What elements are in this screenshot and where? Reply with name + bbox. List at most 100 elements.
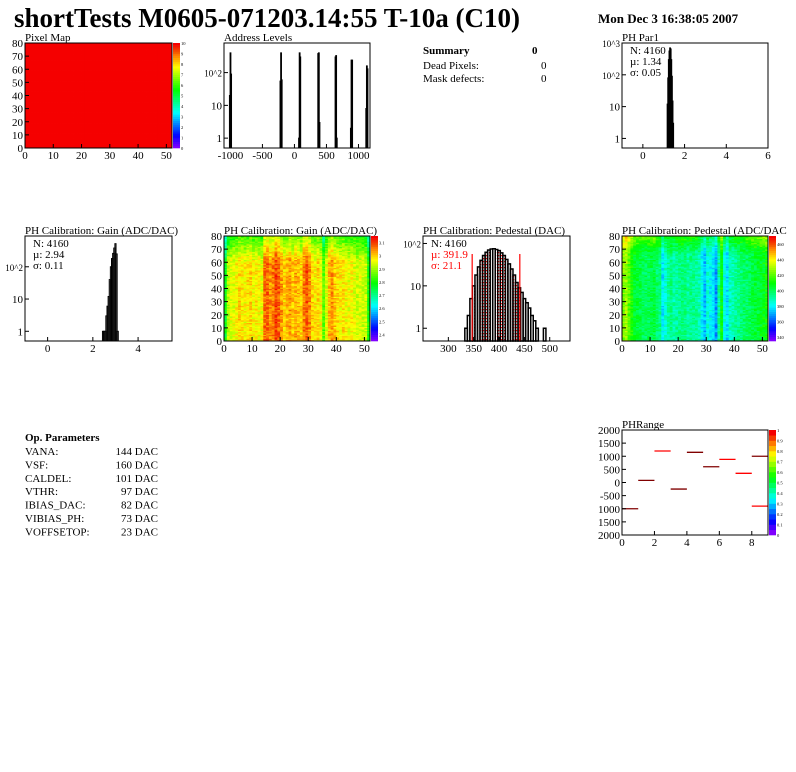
heatmap-cell: [101, 108, 105, 111]
heatmap-cell: [84, 86, 88, 89]
heatmap-cell: [70, 103, 74, 106]
heatmap-cell: [112, 85, 116, 87]
heatmap-cell: [33, 49, 37, 52]
heatmap-cell: [25, 138, 29, 141]
heatmap-cell: [25, 145, 29, 148]
heatmap-cell: [70, 136, 74, 138]
heatmap-cell: [61, 66, 65, 69]
heatmap-cell: [47, 141, 51, 144]
heatmap-cell: [115, 57, 119, 60]
heatmap-cell: [41, 52, 46, 54]
heatmap-cell: [87, 52, 91, 54]
heatmap-cell: [98, 64, 102, 66]
heatmap-cell: [109, 75, 114, 78]
heatmap-cell: [58, 144, 63, 146]
heatmap-cell: [53, 123, 57, 125]
heatmap-cell: [73, 62, 77, 65]
heatmap-cell: [118, 46, 122, 49]
heatmap-cell: [90, 112, 94, 115]
heatmap-cell: [78, 82, 82, 85]
heatmap-cell: [61, 49, 65, 52]
heatmap-cell: [112, 82, 116, 85]
heatmap-cell: [118, 90, 122, 92]
heatmap-cell: [58, 130, 63, 133]
heatmap-cell: [75, 74, 80, 77]
heatmap-cell: [27, 91, 32, 94]
heatmap-cell: [75, 44, 80, 47]
heatmap-cell: [92, 90, 97, 92]
heatmap-cell: [90, 137, 94, 140]
heatmap-cell: [87, 137, 91, 140]
heatmap-cell: [81, 104, 85, 107]
heatmap-cell: [87, 106, 91, 108]
heatmap-cell: [112, 43, 116, 45]
heatmap-cell: [50, 96, 54, 99]
heatmap-cell: [98, 57, 102, 60]
heatmap-cell: [104, 90, 108, 92]
heatmap-cell: [115, 54, 119, 57]
heatmap-cell: [106, 98, 111, 100]
colorbar-tick-label: 2: [181, 125, 183, 130]
heatmap-cell: [53, 70, 57, 73]
heatmap-cell: [90, 57, 94, 60]
heatmap-cell: [44, 130, 49, 133]
heatmap-cell: [90, 106, 94, 108]
heatmap-cell: [39, 46, 43, 49]
heatmap-cell: [78, 120, 82, 123]
heatmap-cell: [112, 87, 116, 90]
heatmap-cell: [44, 85, 49, 87]
heatmap-cell: [106, 136, 111, 138]
heatmap-cell: [109, 116, 114, 119]
heatmap-cell: [121, 133, 125, 136]
heatmap-cell: [67, 58, 71, 61]
heatmap-cell: [115, 81, 119, 83]
heatmap-cell: [33, 129, 37, 132]
heatmap-cell: [115, 115, 119, 117]
colorbar-cell: [173, 64, 180, 67]
y-tick-label: 10: [12, 130, 24, 142]
heatmap-cell: [39, 87, 43, 90]
heatmap-cell: [64, 95, 68, 98]
heatmap-cell: [36, 73, 40, 75]
heatmap-cell: [36, 138, 40, 141]
heatmap-cell: [33, 65, 37, 68]
heatmap-cell: [84, 58, 88, 61]
heatmap-cell: [106, 107, 111, 110]
heatmap-cell: [101, 104, 105, 107]
histogram-bin: [672, 122, 675, 149]
heatmap-cell: [73, 92, 77, 95]
heatmap-cell: [95, 144, 99, 146]
heatmap-cell: [30, 56, 34, 58]
heatmap-cell: [33, 52, 37, 54]
heatmap-cell: [92, 69, 97, 71]
heatmap-cell: [109, 90, 114, 92]
heatmap-cell: [118, 54, 122, 57]
heatmap-cell: [25, 92, 29, 95]
heatmap-cell: [67, 56, 71, 58]
heatmap-cell: [75, 62, 80, 65]
heatmap-cell: [61, 77, 65, 79]
heatmap-cell: [39, 92, 43, 95]
heatmap-cell: [50, 95, 54, 98]
heatmap-cell: [44, 121, 49, 124]
heatmap-cell: [101, 62, 105, 65]
heatmap-cell: [56, 58, 60, 61]
heatmap-cell: [70, 74, 74, 77]
heatmap-cell: [90, 66, 94, 69]
heatmap-cell: [75, 71, 80, 74]
heatmap-cell: [92, 60, 97, 62]
heatmap-cell: [115, 67, 119, 70]
heatmap-cell: [87, 66, 91, 69]
heatmap-cell: [41, 111, 46, 113]
heatmap-cell: [109, 117, 114, 120]
heatmap-cell: [121, 86, 125, 89]
heatmap-cell: [33, 92, 37, 95]
heatmap-cell: [47, 103, 51, 106]
heatmap-cell: [36, 137, 40, 140]
heatmap-cell: [118, 67, 122, 70]
heatmap-cell: [50, 57, 54, 60]
heatmap-cell: [58, 57, 63, 60]
heatmap-cell: [87, 144, 91, 146]
heatmap-cell: [70, 52, 74, 54]
heatmap-cell: [92, 61, 97, 64]
